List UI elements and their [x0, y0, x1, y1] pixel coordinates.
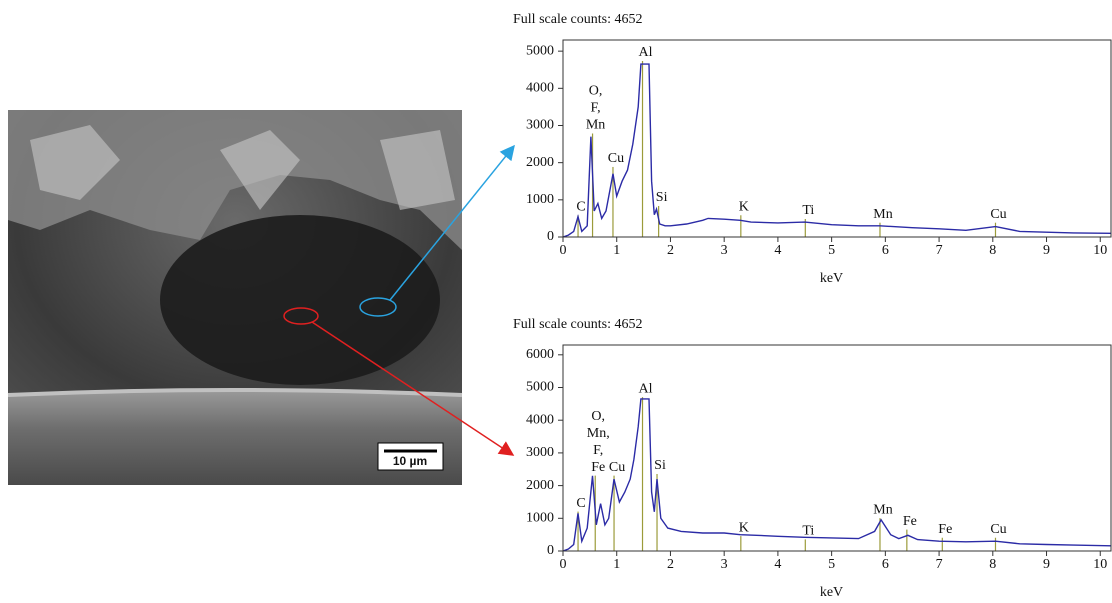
y-tick-label: 5000	[526, 380, 554, 395]
peak-label: Si	[656, 190, 668, 205]
peak-label: Cu	[609, 460, 625, 475]
plot	[562, 397, 1112, 552]
peak-label: Cu	[990, 522, 1006, 537]
x-tick-label: 9	[1043, 557, 1050, 572]
sem-image: 10 µm	[7, 110, 463, 485]
peak-label: Ti	[802, 203, 814, 218]
x-tick-label: 4	[774, 243, 781, 258]
x-tick-label: 1	[613, 557, 620, 572]
plot-frame	[562, 39, 1112, 238]
x-tick-label: 2	[667, 557, 674, 572]
y-tick-label: 4000	[526, 81, 554, 96]
y-tick-label: 3000	[526, 445, 554, 460]
plot	[562, 61, 1112, 238]
x-axis-label: keV	[820, 271, 843, 286]
x-tick-label: 7	[936, 243, 943, 258]
y-tick-label: 0	[547, 543, 554, 558]
peak-label: C	[576, 199, 585, 214]
x-axis-label: keV	[820, 585, 843, 600]
peak-label: Fe	[938, 522, 952, 537]
peak-label: O,	[589, 84, 603, 99]
y-tick-label: 5000	[526, 43, 554, 58]
x-tick-label: 10	[1093, 243, 1107, 258]
peak-label: Fe	[591, 460, 605, 475]
x-tick-label: 8	[989, 243, 996, 258]
peak-label: K	[739, 199, 749, 214]
peak-label: Cu	[990, 207, 1006, 222]
peak-label: F,	[590, 101, 600, 116]
x-tick-label: 0	[560, 557, 567, 572]
y-tick-label: 6000	[526, 347, 554, 362]
x-tick-label: 6	[882, 243, 889, 258]
y-tick-label: 2000	[526, 155, 554, 170]
y-tick-label: 0	[547, 229, 554, 244]
x-tick-label: 4	[774, 557, 781, 572]
y-tick-label: 1000	[526, 192, 554, 207]
x-tick-label: 3	[721, 243, 728, 258]
y-tick-label: 4000	[526, 412, 554, 427]
peak-label: Mn	[586, 118, 605, 133]
x-tick-label: 5	[828, 557, 835, 572]
peak-label: Fe	[903, 514, 917, 529]
x-tick-label: 2	[667, 243, 674, 258]
y-tick-label: 2000	[526, 478, 554, 493]
peak-label: F,	[593, 443, 603, 458]
x-tick-label: 6	[882, 557, 889, 572]
x-tick-label: 8	[989, 557, 996, 572]
arrow	[389, 144, 515, 301]
spectrum-line	[562, 63, 1112, 238]
peak-label: O,	[591, 409, 605, 424]
peak-label: Al	[639, 45, 653, 60]
peak-label: Mn	[873, 207, 892, 222]
y-tick-label: 1000	[526, 511, 554, 526]
peak-label: C	[576, 496, 585, 511]
chart-title: Full scale counts: 4652	[513, 12, 643, 27]
y-tick-label: 3000	[526, 118, 554, 133]
peak-label: Al	[639, 381, 653, 396]
x-tick-label: 10	[1093, 557, 1107, 572]
scale-bar-label: 10 µm	[393, 454, 427, 468]
peak-label: Cu	[608, 151, 624, 166]
x-tick-label: 1	[613, 243, 620, 258]
x-tick-label: 0	[560, 243, 567, 258]
x-tick-label: 3	[721, 557, 728, 572]
x-tick-label: 5	[828, 243, 835, 258]
arrow	[311, 321, 515, 456]
peak-label: Ti	[802, 524, 814, 539]
spectrum-line	[562, 398, 1112, 552]
peak-label: K	[739, 520, 749, 535]
peak-label: Mn	[873, 502, 892, 517]
x-tick-label: 9	[1043, 243, 1050, 258]
peak-label: Mn,	[587, 426, 610, 441]
peak-label: Si	[654, 458, 666, 473]
x-tick-label: 7	[936, 557, 943, 572]
chart-title: Full scale counts: 4652	[513, 317, 643, 332]
plot-frame	[562, 344, 1112, 552]
